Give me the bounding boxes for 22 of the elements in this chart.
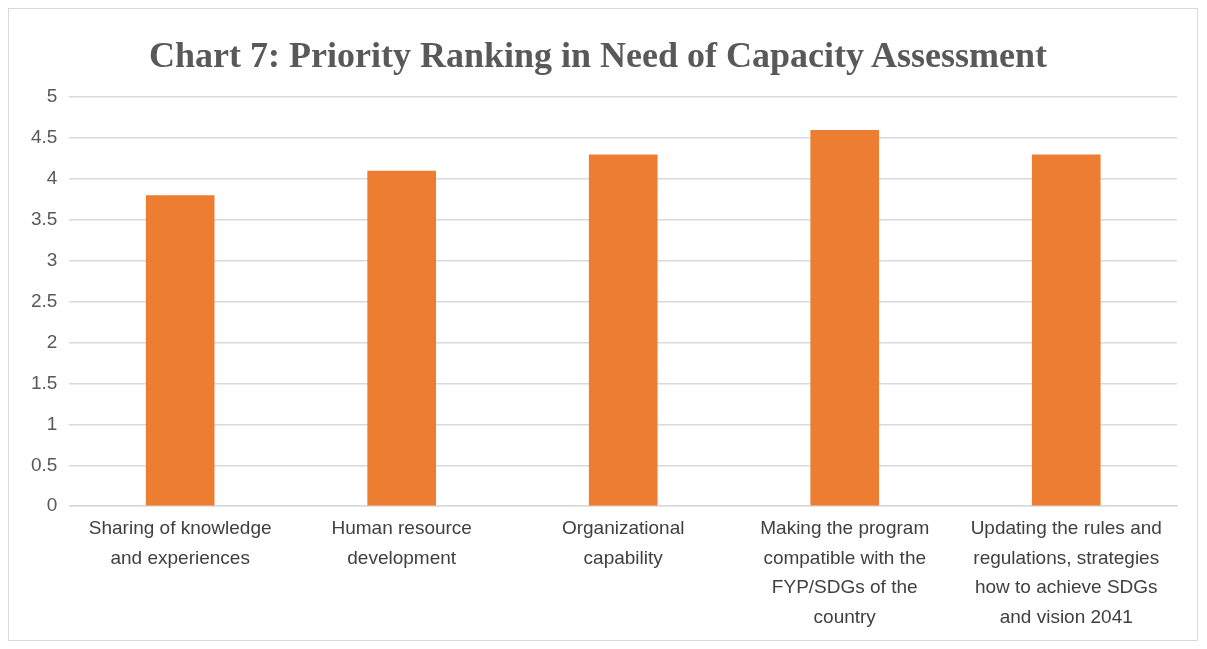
bar [1031, 154, 1101, 506]
bar [810, 129, 880, 506]
y-tick-label: 2 [46, 330, 58, 352]
bar [145, 195, 215, 506]
y-tick-label: 0 [46, 494, 58, 516]
y-tick-label: 2.5 [30, 289, 58, 311]
y-tick-label: 3.5 [30, 208, 58, 230]
y-tick-label: 4 [46, 167, 58, 189]
y-tick-label: 1 [46, 412, 58, 434]
y-tick-label: 0.5 [30, 453, 58, 475]
y-tick-label: 3 [46, 249, 58, 271]
x-tick-label: Making the program compatible with the FYP/SDGs of the country [760, 517, 930, 627]
x-tick-label: Updating the rules and regulations, strategies how to achieve SDGs and vision 2041 [970, 517, 1162, 627]
y-tick-label: 4.5 [30, 126, 58, 148]
x-tick-label: Organizational capability [561, 517, 685, 568]
y-tick-label: 1.5 [30, 371, 58, 393]
x-tick-label: Sharing of knowledge and experiences [88, 517, 272, 568]
chart-title: Chart 7: Priority Ranking in Need of Capacity Assessment [149, 34, 1047, 75]
bar [588, 154, 658, 506]
y-tick-label: 5 [46, 85, 58, 107]
bar [367, 170, 437, 506]
x-tick-label: Human resource development [331, 517, 472, 568]
